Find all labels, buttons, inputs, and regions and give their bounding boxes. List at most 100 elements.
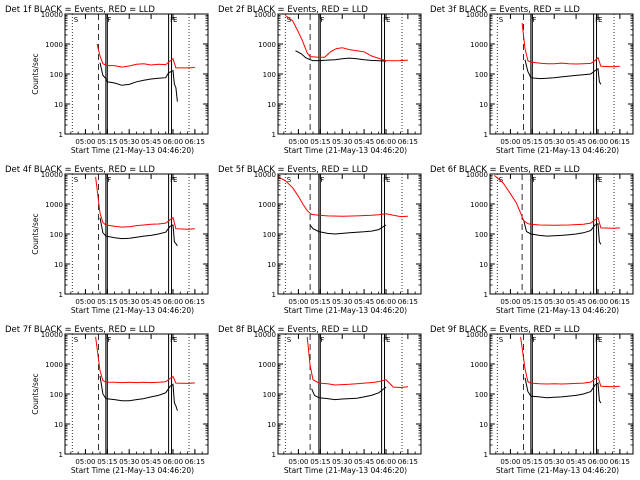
y-tick-label: 1	[59, 131, 63, 139]
y-tick-label: 10	[267, 421, 276, 429]
y-tick-label: 100	[263, 71, 276, 79]
y-tick-label: 100	[263, 231, 276, 239]
y-tick-label: 100	[50, 231, 63, 239]
marker-letter-s: S	[499, 176, 504, 184]
marker-letter-e: E	[173, 176, 177, 184]
marker-letter-f: F	[532, 176, 536, 184]
marker-letter-s: S	[287, 16, 292, 24]
x-tick-label: 05:00	[75, 298, 95, 306]
x-axis-label: Start Time (21-May-13 04:46:20)	[71, 306, 194, 315]
series-line-lld	[494, 175, 620, 229]
x-tick-label: 06:00	[588, 458, 608, 466]
y-tick-label: 10	[267, 261, 276, 269]
x-tick-label: 05:15	[310, 458, 330, 466]
y-tick-label: 100	[50, 71, 63, 79]
marker-letter-f: F	[170, 336, 174, 344]
series-line-events	[311, 386, 387, 401]
y-tick-label: 100	[475, 71, 488, 79]
x-tick-label: 05:30	[332, 458, 352, 466]
marker-letter-f: F	[383, 336, 387, 344]
y-tick-label: 100	[475, 391, 488, 399]
y-tick-label: 10	[479, 101, 488, 109]
marker-letter-f: F	[107, 176, 111, 184]
series-line-events	[99, 217, 178, 247]
y-tick-label: 10000	[41, 331, 63, 339]
y-tick-label: 10	[267, 101, 276, 109]
x-tick-label: 05:30	[544, 458, 564, 466]
marker-letter-f: F	[595, 16, 599, 24]
x-tick-label: 06:15	[185, 298, 205, 306]
x-tick-label: 05:30	[119, 298, 139, 306]
x-tick-label: 06:15	[398, 138, 418, 146]
panel-title: Det 9f BLACK = Events, RED = LLD	[430, 325, 580, 335]
x-tick-label: 05:45	[566, 458, 586, 466]
marker-letter-f: F	[170, 16, 174, 24]
y-tick-label: 1000	[45, 201, 63, 209]
y-tick-label: 1	[59, 291, 63, 299]
x-tick-label: 05:30	[332, 298, 352, 306]
series-line-events	[99, 62, 178, 102]
y-tick-label: 10000	[466, 11, 488, 19]
plot-frame	[489, 173, 634, 295]
marker-letter-e: E	[386, 16, 390, 24]
marker-letter-f: F	[107, 16, 111, 24]
y-tick-label: 10	[479, 421, 488, 429]
x-tick-label: 06:15	[398, 298, 418, 306]
x-axis-label: Start Time (21-May-13 04:46:20)	[496, 146, 619, 155]
series-line-events	[309, 224, 387, 235]
x-axis-label: Start Time (21-May-13 04:46:20)	[284, 146, 407, 155]
x-tick-label: 05:15	[310, 298, 330, 306]
marker-letter-f: F	[532, 336, 536, 344]
plot-frame	[277, 333, 422, 455]
marker-letter-e: E	[386, 176, 390, 184]
panel-title: Det 5f BLACK = Events, RED = LLD	[218, 165, 368, 175]
x-tick-label: 05:15	[522, 458, 542, 466]
marker-letter-s: S	[287, 336, 292, 344]
x-axis-label: Start Time (21-May-13 04:46:20)	[496, 466, 619, 475]
y-tick-label: 1000	[258, 41, 276, 49]
x-tick-label: 05:00	[75, 138, 95, 146]
panel-title: Det 7f BLACK = Events, RED = LLD	[5, 325, 155, 335]
marker-letter-f: F	[320, 336, 324, 344]
y-tick-label: 100	[475, 231, 488, 239]
x-tick-label: 06:00	[588, 298, 608, 306]
panel-title: Det 2f BLACK = Events, RED = LLD	[218, 5, 368, 15]
x-tick-label: 06:00	[376, 458, 396, 466]
series-line-events	[524, 377, 602, 404]
marker-letter-e: E	[598, 176, 602, 184]
plot-frame	[64, 173, 209, 295]
plot-frame	[277, 173, 422, 295]
x-tick-label: 05:45	[566, 298, 586, 306]
y-tick-label: 10000	[254, 171, 276, 179]
y-tick-label: 1000	[258, 361, 276, 369]
y-tick-label: 100	[263, 391, 276, 399]
marker-letter-f: F	[320, 16, 324, 24]
x-tick-label: 05:30	[544, 298, 564, 306]
x-tick-label: 05:45	[566, 138, 586, 146]
series-line-lld	[96, 43, 195, 69]
series-line-lld	[521, 22, 620, 68]
y-tick-label: 10	[54, 421, 63, 429]
plot-frame	[64, 13, 209, 135]
series-line-lld	[306, 336, 408, 389]
x-tick-label: 05:45	[354, 298, 374, 306]
x-tick-label: 06:00	[376, 138, 396, 146]
y-tick-label: 10000	[41, 171, 63, 179]
marker-letter-f: F	[107, 336, 111, 344]
x-tick-label: 06:00	[163, 138, 183, 146]
marker-letter-e: E	[173, 16, 177, 24]
x-tick-label: 06:15	[185, 458, 205, 466]
y-axis-label: Counts/sec	[31, 53, 40, 94]
series-line-lld	[285, 14, 408, 62]
x-tick-label: 05:15	[522, 138, 542, 146]
marker-letter-s: S	[74, 336, 79, 344]
x-tick-label: 05:45	[141, 298, 161, 306]
x-tick-label: 06:00	[163, 298, 183, 306]
marker-letter-s: S	[499, 336, 504, 344]
y-tick-label: 1	[484, 291, 488, 299]
